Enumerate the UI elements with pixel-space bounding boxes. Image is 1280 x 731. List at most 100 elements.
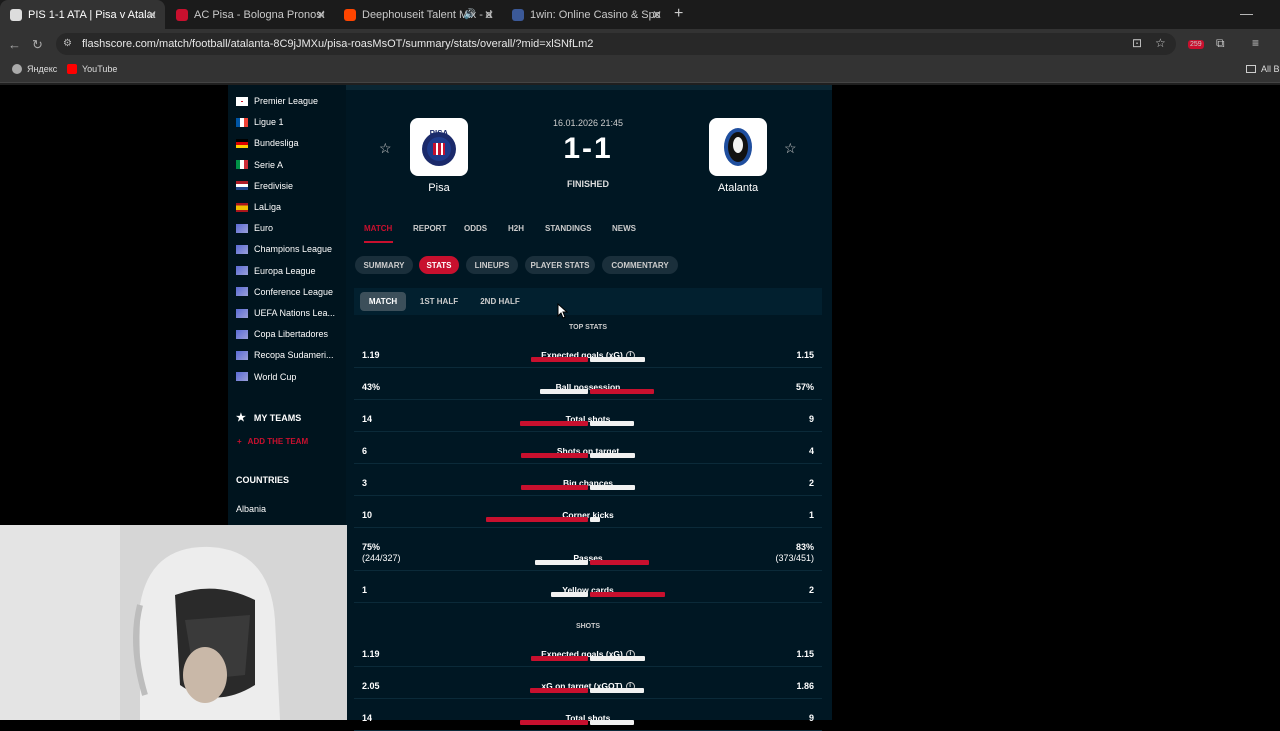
world-flag-icon xyxy=(236,244,248,254)
browser-tab[interactable]: 1win: Online Casino & Sport Be ✕ xyxy=(502,0,670,29)
stat-label: Total shots xyxy=(565,713,611,723)
bookmark-yandex[interactable]: Яндекс xyxy=(12,64,57,74)
subtab-summary[interactable]: SUMMARY xyxy=(355,256,413,274)
world-flag-icon xyxy=(236,308,248,318)
league-label: Eredivisie xyxy=(254,180,294,191)
sidebar-league-item[interactable]: Serie A xyxy=(236,160,283,170)
menu-icon[interactable]: ≡ xyxy=(1252,36,1260,50)
reload-icon[interactable]: ↻ xyxy=(32,37,43,52)
stat-home-bar xyxy=(530,688,588,694)
stat-home-value: 10 xyxy=(362,510,373,520)
star-icon: ★ xyxy=(236,412,246,424)
sidebar-league-item[interactable]: LaLiga xyxy=(236,202,281,212)
sidebar-league-item[interactable]: Premier League xyxy=(236,96,318,106)
subtab-lineups[interactable]: LINEUPS xyxy=(466,256,518,274)
stat-home-value: 6 xyxy=(362,446,368,456)
url-text[interactable]: flashscore.com/match/football/atalanta-8… xyxy=(82,38,594,50)
close-icon[interactable]: ✕ xyxy=(651,7,662,22)
stat-home-bar xyxy=(521,453,588,459)
globe-icon xyxy=(12,64,22,74)
sidebar-league-item[interactable]: Champions League xyxy=(236,244,332,254)
match-status: FINISHED xyxy=(566,179,609,189)
sidebar-league-item[interactable]: Euro xyxy=(236,223,273,233)
speaker-icon[interactable]: 🔊 xyxy=(463,9,476,20)
favorite-away-star-icon[interactable]: ☆ xyxy=(784,140,797,156)
subtab-stats[interactable]: STATS xyxy=(419,256,459,274)
period-1st-half[interactable]: 1ST HALF xyxy=(419,297,459,306)
stat-home-bar xyxy=(521,485,588,491)
eng-flag-icon xyxy=(236,96,248,106)
sidebar-league-item[interactable]: Europa League xyxy=(236,266,316,276)
favorite-home-star-icon[interactable]: ☆ xyxy=(379,140,392,156)
subtab-commentary[interactable]: COMMENTARY xyxy=(602,256,678,274)
sidebar-league-item[interactable]: Copa Libertadores xyxy=(236,329,328,339)
tab-standings[interactable]: STANDINGS xyxy=(545,224,592,233)
address-bar[interactable] xyxy=(56,33,1176,55)
my-teams-heading: ★ MY TEAMS xyxy=(236,411,301,424)
tab-news[interactable]: NEWS xyxy=(612,224,636,233)
back-icon[interactable]: ← xyxy=(8,37,21,52)
match-datetime: 16.01.2026 21:45 xyxy=(552,118,624,128)
stat-home-bar xyxy=(531,656,588,662)
browser-tab-active[interactable]: PIS 1-1 ATA | Pisa v Atalanta 16 ✕ xyxy=(0,0,165,29)
stat-name: Total shots xyxy=(488,713,688,723)
sidebar-league-item[interactable]: Conference League xyxy=(236,287,333,297)
away-team-name[interactable]: Atalanta xyxy=(717,182,759,194)
stat-away-value: 2 xyxy=(808,478,814,488)
away-team-logo[interactable] xyxy=(709,118,767,176)
sidebar-league-item[interactable]: Bundesliga xyxy=(236,138,299,148)
stat-label: Expected goals (xG) xyxy=(541,350,623,360)
pisa-favicon-icon xyxy=(176,8,188,21)
install-icon[interactable]: ⊡ xyxy=(1132,36,1143,50)
stat-label: Corner kicks xyxy=(562,510,614,520)
sidebar-league-item[interactable]: Recopa Sudameri... xyxy=(236,350,334,360)
home-team-name[interactable]: Pisa xyxy=(428,182,450,194)
browser-tab[interactable]: AC Pisa - Bologna Pronosticuri ✕ xyxy=(166,0,334,29)
league-label: Copa Libertadores xyxy=(254,329,329,340)
period-2nd-half[interactable]: 2ND HALF xyxy=(480,297,520,306)
site-info-icon[interactable]: ⚙ xyxy=(63,38,72,49)
new-tab-icon[interactable]: + xyxy=(674,5,684,22)
sidebar-league-item[interactable]: Ligue 1 xyxy=(236,117,284,127)
stat-away-bar xyxy=(590,720,634,726)
close-icon[interactable]: ✕ xyxy=(146,7,157,22)
stat-name: Expected goals (xG) i xyxy=(488,649,688,660)
tab-report[interactable]: REPORT xyxy=(413,224,447,233)
stat-away-value: 83% xyxy=(795,542,814,552)
sidebar-league-item[interactable]: UEFA Nations Lea... xyxy=(236,308,335,318)
bookmark-label: All B xyxy=(1261,64,1280,74)
close-icon[interactable]: ✕ xyxy=(315,7,326,22)
youtube-icon xyxy=(67,64,77,74)
country-item-albania[interactable]: Albania xyxy=(236,504,267,514)
add-team-button[interactable]: + ADD THE TEAM xyxy=(237,437,308,446)
stat-home-value: 75% xyxy=(362,542,381,552)
tab-h2h[interactable]: H2H xyxy=(508,224,525,233)
stat-away-value: 57% xyxy=(795,382,814,392)
stat-label: Total shots xyxy=(565,414,611,424)
match-panel xyxy=(346,85,832,720)
stat-divider xyxy=(354,431,822,433)
sidebar-league-item[interactable]: World Cup xyxy=(236,372,296,382)
stat-away-bar xyxy=(590,592,665,598)
league-label: UEFA Nations Lea... xyxy=(254,308,336,318)
subtab-player-stats[interactable]: PLAYER STATS xyxy=(525,256,595,274)
browser-tab[interactable]: Deephouseit Talent Mix - d 🔊 ✕ xyxy=(334,0,502,29)
stat-name: xG on target (xGOT) i xyxy=(488,681,688,692)
home-team-logo[interactable]: PISA xyxy=(410,118,468,176)
close-icon[interactable]: ✕ xyxy=(483,7,494,22)
minimize-icon[interactable]: — xyxy=(1240,6,1253,21)
period-match[interactable]: MATCH xyxy=(360,292,406,311)
stat-name: Passes xyxy=(488,553,688,563)
extension-badge[interactable]: 259 xyxy=(1188,40,1204,49)
extensions-icon[interactable]: ⧉ xyxy=(1216,36,1225,50)
tab-match[interactable]: MATCH xyxy=(364,224,393,233)
stat-divider xyxy=(354,698,822,700)
flashscore-favicon-icon xyxy=(10,8,22,21)
tab-odds[interactable]: ODDS xyxy=(464,224,488,233)
all-bookmarks[interactable]: All B xyxy=(1246,64,1280,74)
stat-home-bar xyxy=(486,517,588,523)
bookmark-star-icon[interactable]: ☆ xyxy=(1155,36,1166,50)
sidebar-league-item[interactable]: Eredivisie xyxy=(236,181,293,191)
bookmark-youtube[interactable]: YouTube xyxy=(67,64,117,74)
world-flag-icon xyxy=(236,350,248,360)
